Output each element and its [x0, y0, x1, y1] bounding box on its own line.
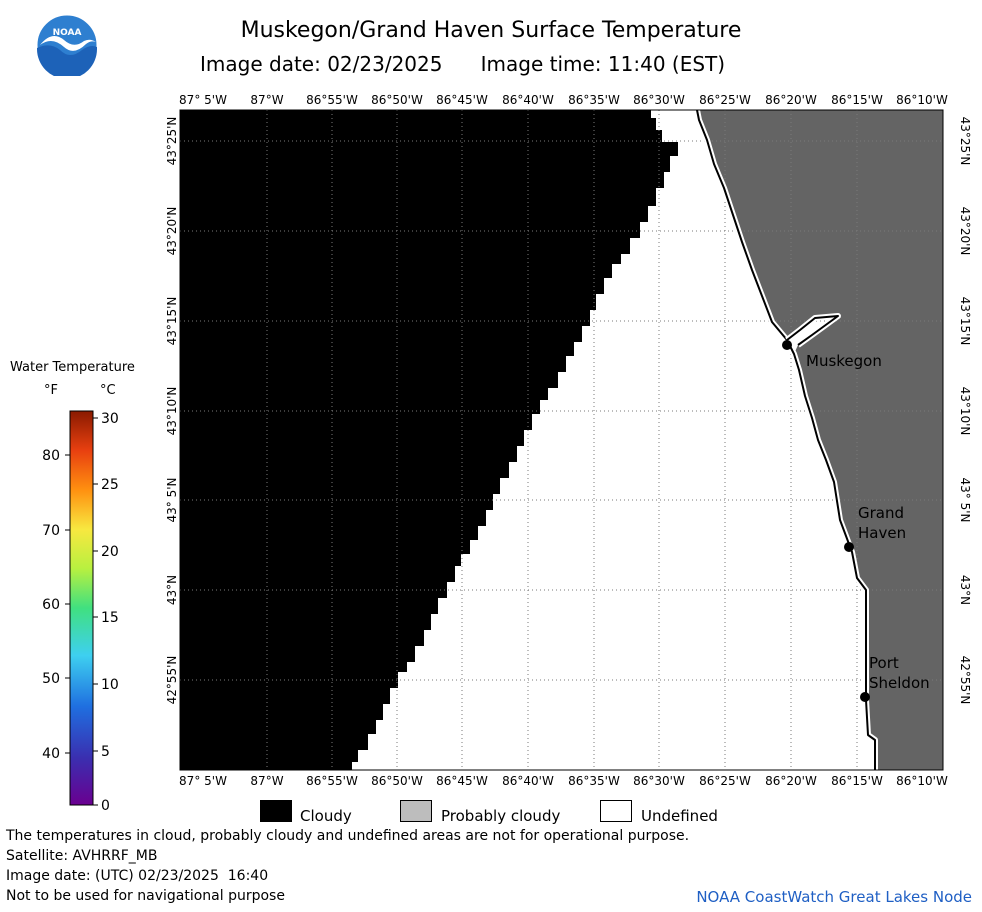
probably-cloudy-label: Probably cloudy [441, 807, 561, 825]
undefined-label: Undefined [641, 807, 718, 825]
map-frame [179, 109, 944, 771]
colorbar-unit-f: °F [44, 383, 58, 398]
colorbar-tick-marks [65, 417, 98, 806]
lon-tick: 86°50'W [371, 93, 423, 107]
undefined-swatch [600, 800, 632, 822]
lon-tick: 86°35'W [568, 93, 620, 107]
lat-tick: 43°25'N [165, 117, 179, 166]
probably-cloudy-swatch [400, 800, 432, 822]
lon-tick: 86°40'W [502, 774, 554, 788]
lon-tick: 86°20'W [765, 93, 817, 107]
city-marker[interactable] [844, 542, 854, 552]
lon-tick: 87° 5'W [179, 93, 227, 107]
cloudy-area [180, 110, 678, 770]
lat-tick: 43°N [165, 575, 179, 605]
lon-tick: 86°10'W [896, 774, 948, 788]
lat-tick: 42°55'N [165, 656, 179, 705]
lon-tick: 87°W [250, 774, 283, 788]
cloudy-label: Cloudy [300, 807, 352, 825]
credit-link[interactable]: NOAA CoastWatch Great Lakes Node [696, 888, 972, 906]
c-tick: 15 [101, 610, 119, 626]
city-label: Haven [858, 524, 906, 542]
c-tick: 5 [101, 744, 110, 760]
lon-tick: 86°30'W [633, 774, 685, 788]
noaa-logo-text: NOAA [53, 28, 82, 38]
f-tick: 80 [42, 448, 60, 464]
colorbar-c-ticks: 30 25 20 15 10 5 0 [101, 411, 119, 814]
lat-tick: 43°N [958, 575, 972, 605]
latitude-ticks-left: 43°25'N 43°20'N 43°15'N 43°10'N 43° 5'N … [165, 117, 179, 705]
lat-tick: 43° 5'N [958, 478, 972, 523]
f-tick: 60 [42, 597, 60, 613]
lat-tick: 43° 5'N [165, 478, 179, 523]
lat-tick: 43°20'N [958, 207, 972, 256]
city-muskegon[interactable]: Muskegon [782, 340, 882, 370]
lat-tick: 43°15'N [958, 297, 972, 346]
lat-tick: 43°25'N [958, 117, 972, 166]
city-label: Muskegon [806, 352, 882, 370]
lon-tick: 86°55'W [306, 93, 358, 107]
c-tick: 0 [101, 798, 110, 814]
city-label: Grand [858, 504, 904, 522]
lat-tick: 43°15'N [165, 297, 179, 346]
lon-tick: 86°50'W [371, 774, 423, 788]
utc-date-note: Image date: (UTC) 02/23/2025 16:40 [6, 868, 269, 884]
map-title: Muskegon/Grand Haven Surface Temperature [240, 18, 742, 43]
lat-tick: 43°10'N [165, 387, 179, 436]
disclaimer-note: The temperatures in cloud, probably clou… [6, 828, 690, 844]
colorbar-title: Water Temperature [10, 360, 135, 375]
navigation-note: Not to be used for navigational purpose [6, 888, 285, 904]
city-marker[interactable] [782, 340, 792, 350]
lon-tick: 86°25'W [699, 774, 751, 788]
city-label: Sheldon [869, 674, 930, 692]
cloudy-swatch [260, 800, 292, 822]
lat-tick: 42°55'N [958, 656, 972, 705]
c-tick: 20 [101, 544, 119, 560]
longitude-ticks-bottom: 87° 5'W 87°W 86°55'W 86°50'W 86°45'W 86°… [179, 774, 948, 788]
c-tick: 30 [101, 411, 119, 427]
city-grand-haven[interactable]: Grand Haven [844, 504, 906, 552]
c-tick: 10 [101, 677, 119, 693]
lon-tick: 86°55'W [306, 774, 358, 788]
latitude-ticks-right: 43°25'N 43°20'N 43°15'N 43°10'N 43° 5'N … [958, 117, 972, 705]
satellite-note: Satellite: AVHRRF_MB [6, 848, 158, 864]
colorbar [69, 410, 94, 806]
lon-tick: 87°W [250, 93, 283, 107]
lon-tick: 86°30'W [633, 93, 685, 107]
noaa-logo: NOAA [36, 14, 98, 76]
lat-tick: 43°10'N [958, 387, 972, 436]
lon-tick: 86°35'W [568, 774, 620, 788]
city-marker[interactable] [860, 692, 870, 702]
lon-tick: 86°10'W [896, 93, 948, 107]
image-date-label: Image date: 02/23/2025 [200, 52, 443, 76]
f-tick: 70 [42, 523, 60, 539]
longitude-ticks-top: 87° 5'W 87°W 86°55'W 86°50'W 86°45'W 86°… [179, 93, 948, 107]
lon-tick: 86°15'W [831, 774, 883, 788]
image-time-label: Image time: 11:40 (EST) [480, 52, 726, 76]
lon-tick: 86°15'W [831, 93, 883, 107]
colorbar-unit-c: °C [100, 383, 116, 398]
lon-tick: 87° 5'W [179, 774, 227, 788]
lon-tick: 86°45'W [436, 93, 488, 107]
lon-tick: 86°25'W [699, 93, 751, 107]
city-label: Port [869, 654, 899, 672]
f-tick: 50 [42, 671, 60, 687]
c-tick: 25 [101, 477, 119, 493]
f-tick: 40 [42, 746, 60, 762]
lon-tick: 86°45'W [436, 774, 488, 788]
lon-tick: 86°20'W [765, 774, 817, 788]
coastline [694, 109, 878, 770]
image-datetime: Image date: 02/23/2025 Image time: 11:40… [200, 52, 725, 76]
colorbar-f-ticks: 80 70 60 50 40 [42, 448, 60, 762]
lon-tick: 86°40'W [502, 93, 554, 107]
lat-tick: 43°20'N [165, 207, 179, 256]
city-port-sheldon[interactable]: Port Sheldon [860, 654, 930, 702]
